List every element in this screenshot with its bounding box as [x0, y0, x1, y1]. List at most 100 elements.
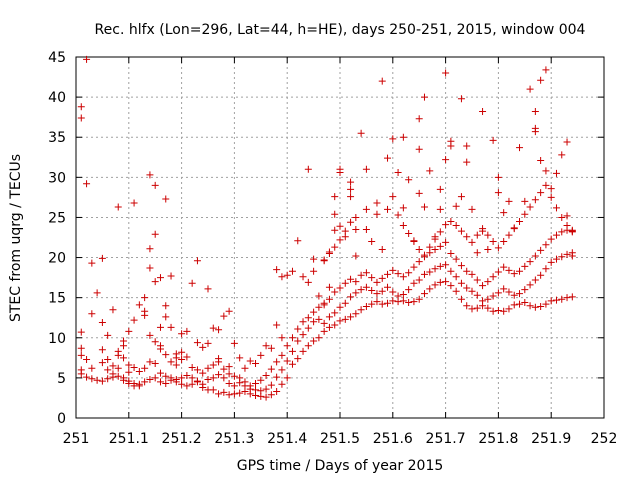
- data-point: [230, 390, 238, 398]
- data-point: [378, 300, 386, 308]
- data-point: [172, 375, 180, 383]
- data-point: [521, 286, 529, 294]
- data-point: [347, 185, 355, 193]
- data-point: [273, 321, 281, 329]
- data-point: [104, 375, 112, 383]
- data-point: [188, 363, 196, 371]
- data-point: [220, 374, 228, 382]
- data-point: [320, 301, 328, 309]
- data-point: [442, 238, 450, 246]
- data-point: [178, 330, 186, 338]
- data-point: [83, 180, 91, 188]
- data-point: [336, 165, 344, 173]
- data-point: [88, 375, 96, 383]
- data-point: [267, 365, 275, 373]
- data-point: [220, 365, 228, 373]
- data-point: [420, 93, 428, 101]
- data-point: [104, 331, 112, 339]
- data-point: [452, 221, 460, 229]
- data-point: [457, 193, 465, 201]
- axis-ticks: 251 251.1 251.2 251.3 251.4 251.5 251.6 251.7 25…: [48, 50, 617, 447]
- data-point: [146, 264, 154, 272]
- data-point: [273, 266, 281, 274]
- data-point: [320, 319, 328, 327]
- data-point: [362, 302, 370, 310]
- data-point: [77, 103, 85, 111]
- data-point: [162, 302, 170, 310]
- y-tick-label: 5: [57, 371, 66, 387]
- data-point: [452, 273, 460, 281]
- data-point: [252, 359, 260, 367]
- data-point: [310, 267, 318, 275]
- data-point: [384, 205, 392, 213]
- data-point: [479, 297, 487, 305]
- data-point: [516, 267, 524, 275]
- data-point: [473, 231, 481, 239]
- data-point: [420, 270, 428, 278]
- data-point: [384, 154, 392, 162]
- x-tick-label: 251.3: [214, 431, 254, 447]
- data-point: [241, 378, 249, 386]
- data-point: [399, 290, 407, 298]
- data-point: [252, 380, 260, 388]
- data-point: [473, 276, 481, 284]
- data-point: [405, 298, 413, 306]
- data-point: [225, 380, 233, 388]
- data-point: [542, 265, 550, 273]
- data-point: [436, 278, 444, 286]
- x-tick-label: 251.7: [426, 431, 466, 447]
- data-point: [98, 377, 106, 385]
- x-tick-label: 251.4: [267, 431, 307, 447]
- data-point: [447, 217, 455, 225]
- data-point: [362, 165, 370, 173]
- x-tick-label: 251.5: [320, 431, 360, 447]
- data-point: [521, 298, 529, 306]
- data-point: [141, 378, 149, 386]
- data-point: [494, 244, 502, 252]
- data-point: [410, 238, 418, 246]
- data-point: [547, 185, 555, 193]
- data-point: [267, 344, 275, 352]
- data-point: [278, 380, 286, 388]
- data-point: [357, 286, 365, 294]
- data-point: [230, 372, 238, 380]
- data-point: [473, 291, 481, 299]
- data-point: [368, 300, 376, 308]
- data-point: [199, 343, 207, 351]
- data-point: [331, 226, 339, 234]
- data-point: [188, 279, 196, 287]
- data-point: [299, 273, 307, 281]
- data-point: [257, 376, 265, 384]
- data-point: [236, 374, 244, 382]
- data-point: [399, 221, 407, 229]
- data-point: [241, 364, 249, 372]
- data-point: [283, 342, 291, 350]
- data-point: [494, 268, 502, 276]
- data-point: [77, 351, 85, 359]
- data-point: [384, 299, 392, 307]
- data-point: [436, 262, 444, 270]
- data-point: [209, 324, 217, 332]
- data-point: [457, 95, 465, 103]
- data-point: [473, 249, 481, 257]
- data-point: [368, 238, 376, 246]
- data-point: [431, 235, 439, 243]
- data-point: [516, 144, 524, 152]
- data-point: [162, 351, 170, 359]
- data-point: [368, 286, 376, 294]
- data-point: [373, 210, 381, 218]
- data-point: [341, 299, 349, 307]
- data-point: [489, 238, 497, 246]
- data-point: [172, 354, 180, 362]
- data-point: [273, 373, 281, 381]
- data-point: [378, 77, 386, 85]
- data-point: [162, 372, 170, 380]
- data-point: [77, 114, 85, 122]
- data-point: [183, 382, 191, 390]
- data-point: [83, 373, 91, 381]
- data-point: [447, 282, 455, 290]
- x-tick-label: 251.9: [531, 431, 571, 447]
- data-point: [563, 294, 571, 302]
- data-point: [468, 205, 476, 213]
- data-point: [484, 246, 492, 254]
